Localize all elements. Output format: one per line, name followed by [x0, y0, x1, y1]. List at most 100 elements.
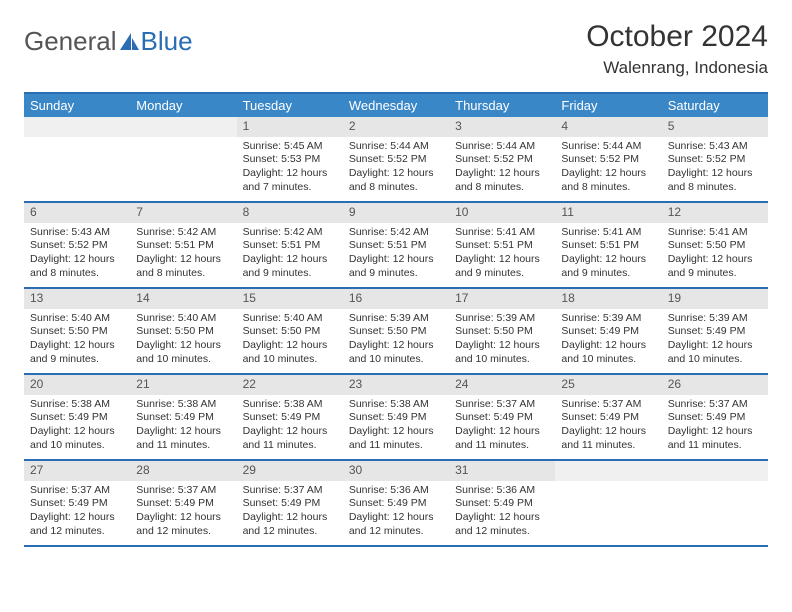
- day-number: 9: [343, 203, 449, 223]
- logo-text-general: General: [24, 26, 117, 57]
- sunset-text: Sunset: 5:49 PM: [349, 497, 443, 511]
- sunset-text: Sunset: 5:50 PM: [243, 325, 337, 339]
- calendar-cell: 6Sunrise: 5:43 AMSunset: 5:52 PMDaylight…: [24, 203, 130, 287]
- calendar-cell: 18Sunrise: 5:39 AMSunset: 5:49 PMDayligh…: [555, 289, 661, 373]
- sunset-text: Sunset: 5:52 PM: [668, 153, 762, 167]
- sunrise-text: Sunrise: 5:37 AM: [455, 398, 549, 412]
- day-number: 12: [662, 203, 768, 223]
- day-number: 1: [237, 117, 343, 137]
- sunset-text: Sunset: 5:50 PM: [30, 325, 124, 339]
- calendar-cell: 30Sunrise: 5:36 AMSunset: 5:49 PMDayligh…: [343, 461, 449, 545]
- day-number: 7: [130, 203, 236, 223]
- header: General Blue October 2024 Walenrang, Ind…: [24, 20, 768, 78]
- week-row: 13Sunrise: 5:40 AMSunset: 5:50 PMDayligh…: [24, 289, 768, 375]
- sunrise-text: Sunrise: 5:37 AM: [243, 484, 337, 498]
- week-row: 1Sunrise: 5:45 AMSunset: 5:53 PMDaylight…: [24, 117, 768, 203]
- cell-body: Sunrise: 5:45 AMSunset: 5:53 PMDaylight:…: [237, 137, 343, 201]
- sunset-text: Sunset: 5:49 PM: [243, 497, 337, 511]
- cell-body: Sunrise: 5:44 AMSunset: 5:52 PMDaylight:…: [449, 137, 555, 201]
- calendar-cell: 3Sunrise: 5:44 AMSunset: 5:52 PMDaylight…: [449, 117, 555, 201]
- cell-body: Sunrise: 5:38 AMSunset: 5:49 PMDaylight:…: [343, 395, 449, 459]
- sunset-text: Sunset: 5:49 PM: [561, 325, 655, 339]
- calendar-cell: 13Sunrise: 5:40 AMSunset: 5:50 PMDayligh…: [24, 289, 130, 373]
- sunrise-text: Sunrise: 5:36 AM: [455, 484, 549, 498]
- sunrise-text: Sunrise: 5:38 AM: [30, 398, 124, 412]
- calendar-cell: 20Sunrise: 5:38 AMSunset: 5:49 PMDayligh…: [24, 375, 130, 459]
- cell-body: Sunrise: 5:42 AMSunset: 5:51 PMDaylight:…: [237, 223, 343, 287]
- logo-text-blue: Blue: [117, 26, 193, 57]
- day-number: 3: [449, 117, 555, 137]
- daylight-text: Daylight: 12 hours and 10 minutes.: [668, 339, 762, 366]
- daylight-text: Daylight: 12 hours and 10 minutes.: [30, 425, 124, 452]
- daylight-text: Daylight: 12 hours and 12 minutes.: [30, 511, 124, 538]
- sunrise-text: Sunrise: 5:38 AM: [349, 398, 443, 412]
- sunset-text: Sunset: 5:50 PM: [136, 325, 230, 339]
- cell-body: Sunrise: 5:43 AMSunset: 5:52 PMDaylight:…: [24, 223, 130, 287]
- day-number: 28: [130, 461, 236, 481]
- day-number: 24: [449, 375, 555, 395]
- day-number: 30: [343, 461, 449, 481]
- sunset-text: Sunset: 5:50 PM: [349, 325, 443, 339]
- daylight-text: Daylight: 12 hours and 10 minutes.: [243, 339, 337, 366]
- calendar-cell: 4Sunrise: 5:44 AMSunset: 5:52 PMDaylight…: [555, 117, 661, 201]
- sunset-text: Sunset: 5:49 PM: [136, 497, 230, 511]
- day-number: 13: [24, 289, 130, 309]
- sunrise-text: Sunrise: 5:41 AM: [455, 226, 549, 240]
- sunset-text: Sunset: 5:53 PM: [243, 153, 337, 167]
- daylight-text: Daylight: 12 hours and 8 minutes.: [561, 167, 655, 194]
- cell-body: Sunrise: 5:36 AMSunset: 5:49 PMDaylight:…: [449, 481, 555, 545]
- daylight-text: Daylight: 12 hours and 10 minutes.: [561, 339, 655, 366]
- sunset-text: Sunset: 5:50 PM: [668, 239, 762, 253]
- sunset-text: Sunset: 5:50 PM: [455, 325, 549, 339]
- daylight-text: Daylight: 12 hours and 11 minutes.: [349, 425, 443, 452]
- sunset-text: Sunset: 5:49 PM: [455, 411, 549, 425]
- cell-body: Sunrise: 5:41 AMSunset: 5:51 PMDaylight:…: [555, 223, 661, 287]
- day-header: Sunday: [24, 94, 130, 117]
- daylight-text: Daylight: 12 hours and 11 minutes.: [455, 425, 549, 452]
- sunrise-text: Sunrise: 5:44 AM: [349, 140, 443, 154]
- daylight-text: Daylight: 12 hours and 8 minutes.: [30, 253, 124, 280]
- daylight-text: Daylight: 12 hours and 9 minutes.: [668, 253, 762, 280]
- calendar-cell: [24, 117, 130, 201]
- daylight-text: Daylight: 12 hours and 10 minutes.: [349, 339, 443, 366]
- sunset-text: Sunset: 5:49 PM: [243, 411, 337, 425]
- day-number: 10: [449, 203, 555, 223]
- calendar-cell: 8Sunrise: 5:42 AMSunset: 5:51 PMDaylight…: [237, 203, 343, 287]
- week-row: 27Sunrise: 5:37 AMSunset: 5:49 PMDayligh…: [24, 461, 768, 547]
- sunrise-text: Sunrise: 5:42 AM: [243, 226, 337, 240]
- cell-body: Sunrise: 5:41 AMSunset: 5:50 PMDaylight:…: [662, 223, 768, 287]
- day-number: 4: [555, 117, 661, 137]
- calendar-cell: 31Sunrise: 5:36 AMSunset: 5:49 PMDayligh…: [449, 461, 555, 545]
- cell-body: Sunrise: 5:37 AMSunset: 5:49 PMDaylight:…: [449, 395, 555, 459]
- daylight-text: Daylight: 12 hours and 8 minutes.: [349, 167, 443, 194]
- sunrise-text: Sunrise: 5:39 AM: [561, 312, 655, 326]
- sunrise-text: Sunrise: 5:39 AM: [349, 312, 443, 326]
- day-number: 19: [662, 289, 768, 309]
- daylight-text: Daylight: 12 hours and 9 minutes.: [349, 253, 443, 280]
- sunrise-text: Sunrise: 5:37 AM: [30, 484, 124, 498]
- cell-body: Sunrise: 5:38 AMSunset: 5:49 PMDaylight:…: [237, 395, 343, 459]
- daylight-text: Daylight: 12 hours and 12 minutes.: [136, 511, 230, 538]
- location: Walenrang, Indonesia: [586, 58, 768, 78]
- cell-body: Sunrise: 5:38 AMSunset: 5:49 PMDaylight:…: [24, 395, 130, 459]
- calendar-cell: 5Sunrise: 5:43 AMSunset: 5:52 PMDaylight…: [662, 117, 768, 201]
- sunset-text: Sunset: 5:49 PM: [30, 411, 124, 425]
- cell-body: Sunrise: 5:40 AMSunset: 5:50 PMDaylight:…: [237, 309, 343, 373]
- cell-body: Sunrise: 5:39 AMSunset: 5:49 PMDaylight:…: [662, 309, 768, 373]
- sunrise-text: Sunrise: 5:40 AM: [243, 312, 337, 326]
- month-title: October 2024: [586, 20, 768, 54]
- sunset-text: Sunset: 5:49 PM: [561, 411, 655, 425]
- day-number: 11: [555, 203, 661, 223]
- calendar-cell: 7Sunrise: 5:42 AMSunset: 5:51 PMDaylight…: [130, 203, 236, 287]
- day-header-row: SundayMondayTuesdayWednesdayThursdayFrid…: [24, 94, 768, 117]
- daylight-text: Daylight: 12 hours and 8 minutes.: [455, 167, 549, 194]
- sunrise-text: Sunrise: 5:45 AM: [243, 140, 337, 154]
- daylight-text: Daylight: 12 hours and 10 minutes.: [455, 339, 549, 366]
- calendar-cell: 11Sunrise: 5:41 AMSunset: 5:51 PMDayligh…: [555, 203, 661, 287]
- day-number: 23: [343, 375, 449, 395]
- calendar-cell: 2Sunrise: 5:44 AMSunset: 5:52 PMDaylight…: [343, 117, 449, 201]
- day-header: Wednesday: [343, 94, 449, 117]
- sunset-text: Sunset: 5:49 PM: [455, 497, 549, 511]
- calendar-cell: 19Sunrise: 5:39 AMSunset: 5:49 PMDayligh…: [662, 289, 768, 373]
- sunrise-text: Sunrise: 5:44 AM: [455, 140, 549, 154]
